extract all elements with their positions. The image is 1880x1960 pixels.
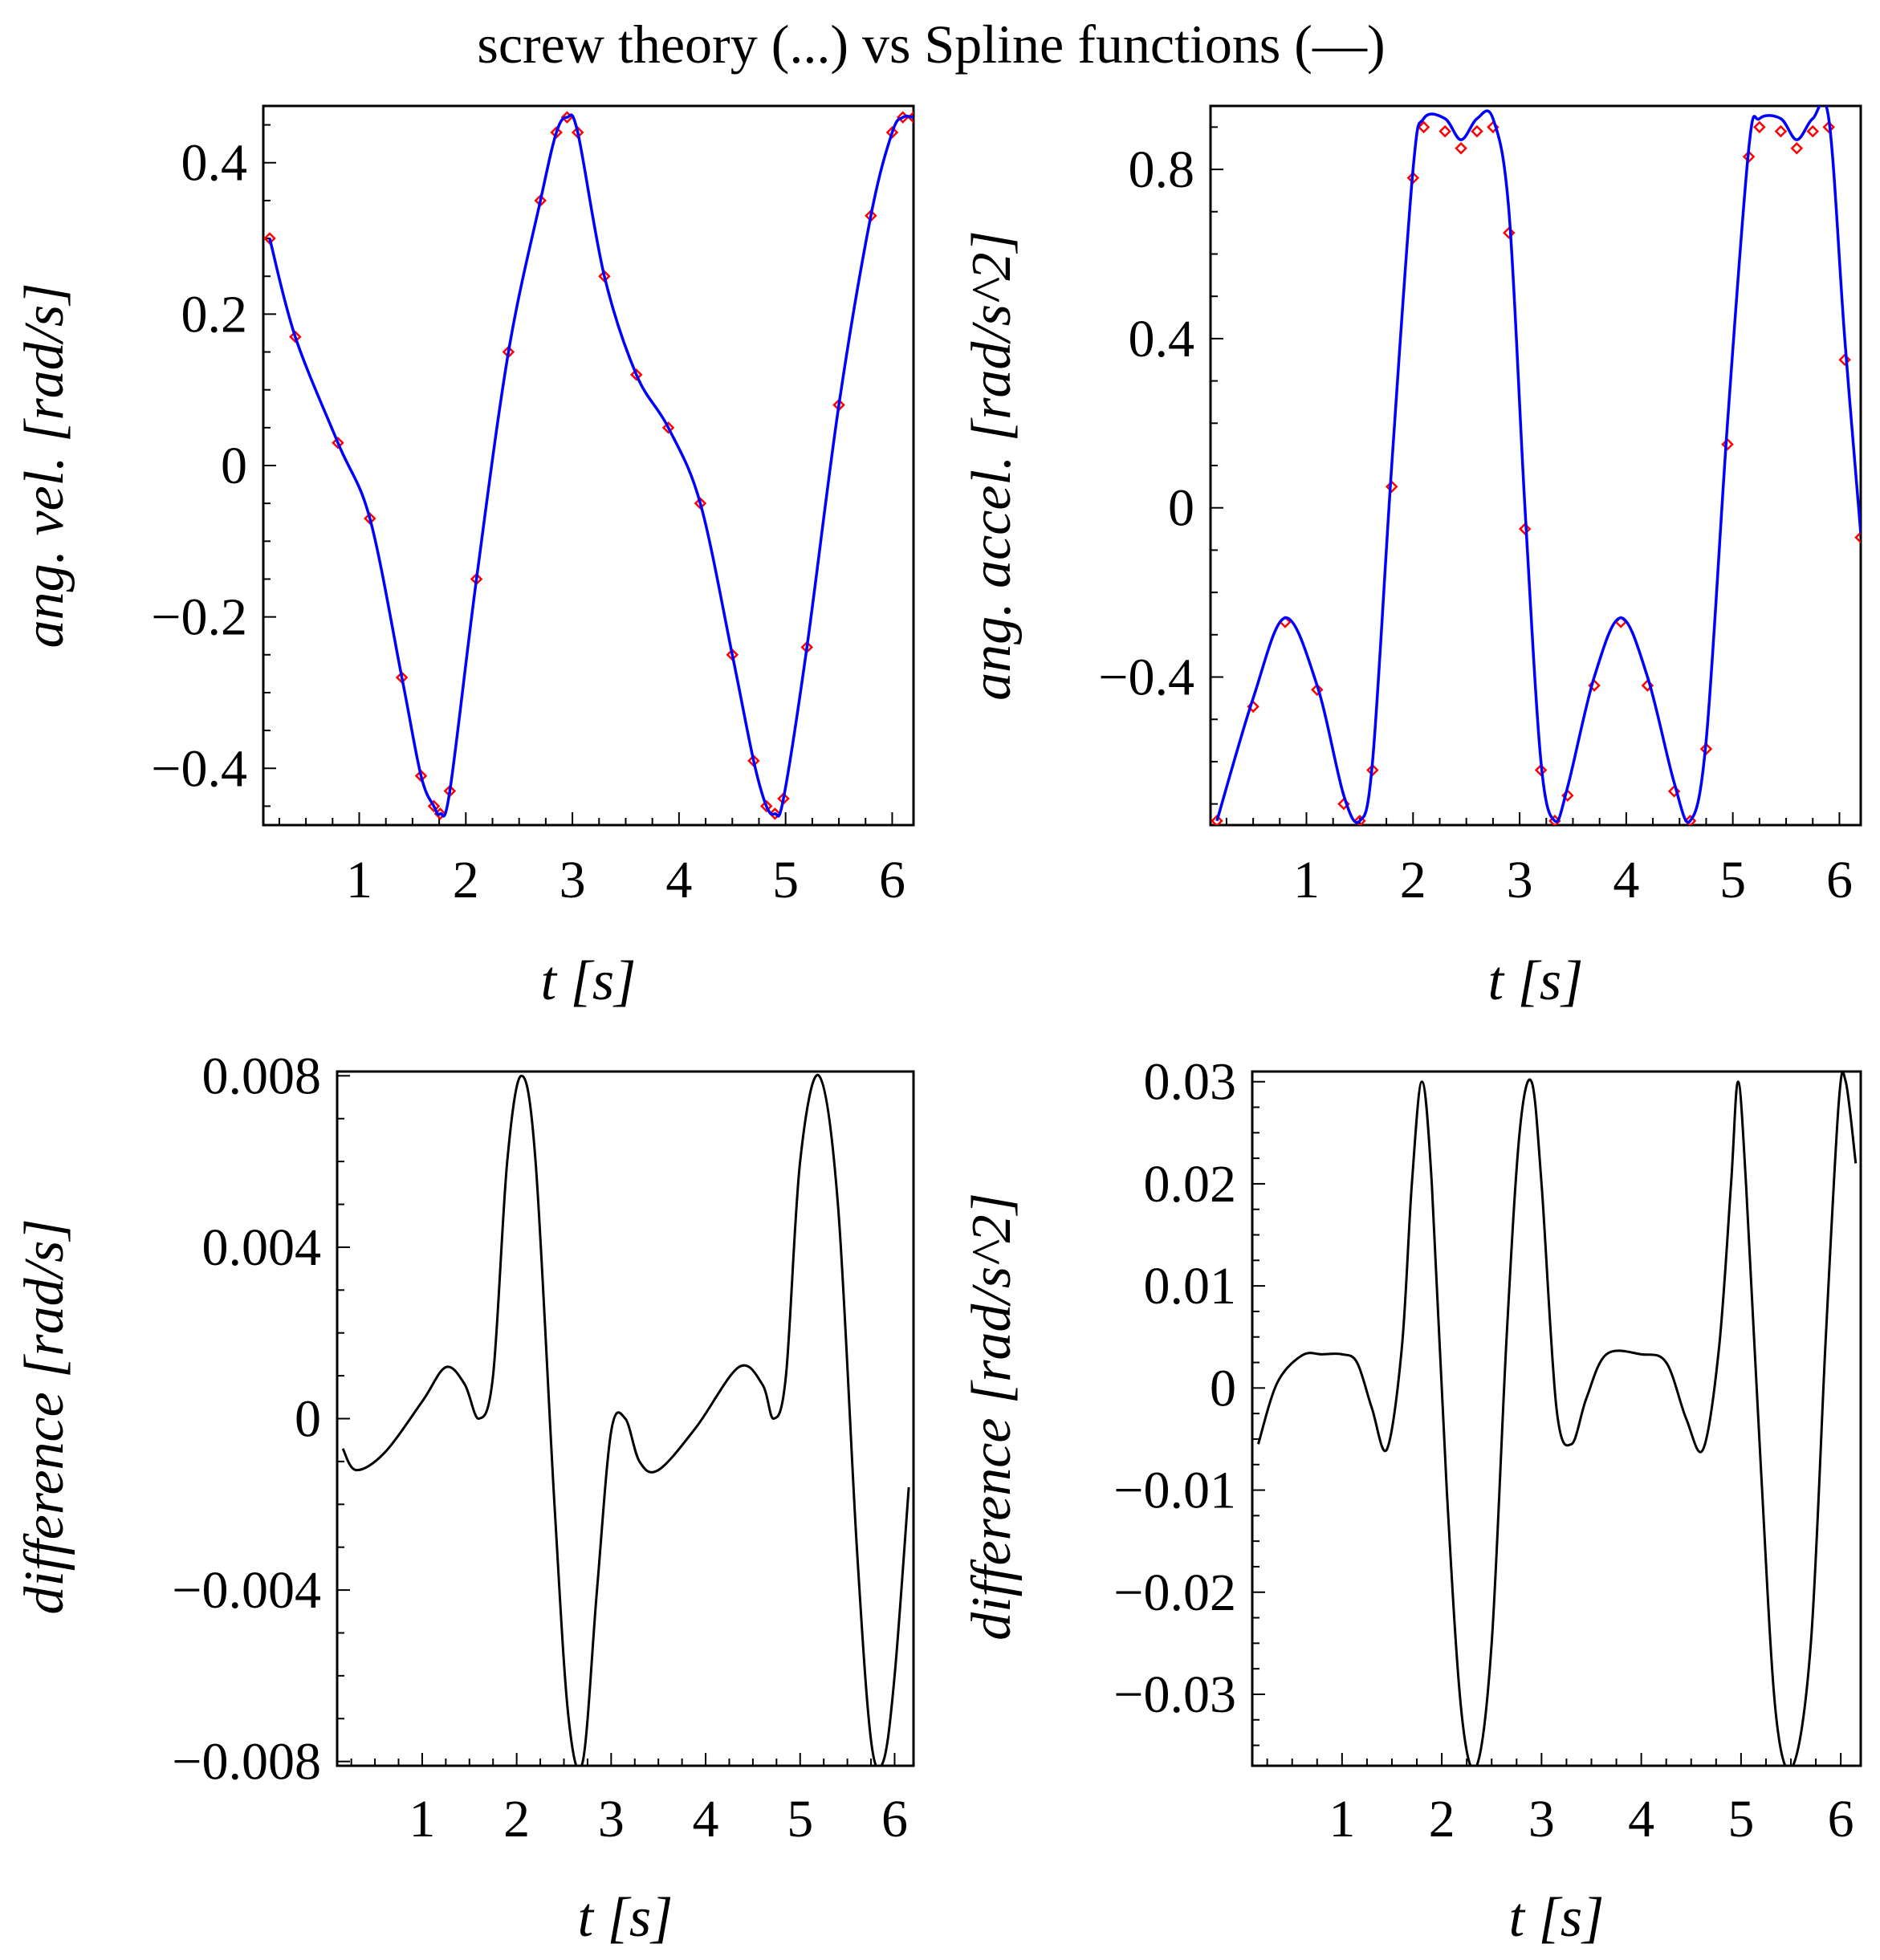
data-point — [1790, 141, 1804, 155]
y-tick-label: 0 — [221, 437, 247, 495]
x-tick-label: 1 — [409, 1790, 435, 1848]
y-tick-label: 0.01 — [1144, 1257, 1237, 1315]
data-point — [1455, 141, 1467, 155]
y-tick-label: −0.03 — [1113, 1665, 1236, 1724]
x-tick-label: 2 — [1429, 1790, 1455, 1848]
data-point — [1822, 120, 1835, 134]
y-tick-label: 0 — [1210, 1359, 1236, 1417]
y-tick-label: 0.008 — [202, 1047, 322, 1105]
panel-angular-acceleration: 1 2 3 4 5 6 0.8 0.4 0 −0.4 t [s] ang. accel. [rad/s… — [961, 104, 1862, 1012]
data-point — [1806, 124, 1820, 138]
series-group — [1211, 106, 1861, 825]
data-point — [1721, 437, 1734, 451]
data-point — [1774, 124, 1788, 138]
data-point — [289, 330, 302, 344]
panel-difference-velocity: 1 2 3 4 5 6 0.008 0.004 0 −0.004 −0.008 t [s] differ… — [14, 1047, 915, 1949]
x-tick-label: 2 — [1400, 851, 1426, 909]
x-tick-label: 6 — [879, 851, 905, 909]
x-tick-label: 3 — [1507, 851, 1533, 909]
x-axis-label: t [s] — [578, 1887, 673, 1949]
y-axis-label: ang. accel. [rad/s^2] — [961, 230, 1023, 701]
x-tick-label: 6 — [1826, 851, 1853, 909]
data-point — [759, 799, 773, 813]
data-point — [629, 368, 643, 381]
plot-frame — [262, 104, 915, 827]
data-point — [1503, 226, 1516, 239]
x-tick-label: 4 — [693, 1790, 719, 1848]
y-tick-label: 0.004 — [202, 1218, 322, 1277]
y-tick-label: −0.02 — [1113, 1564, 1236, 1622]
data-point — [1854, 531, 1861, 544]
x-axis-label: t [s] — [1488, 950, 1584, 1012]
x-tick-label: 1 — [346, 851, 372, 909]
x-tick-label: 4 — [1628, 1790, 1654, 1848]
series-group — [1257, 1071, 1858, 1766]
data-point — [1211, 814, 1223, 825]
series-difference-line — [1257, 1071, 1858, 1766]
data-point — [1438, 124, 1451, 138]
x-axis-label: t [s] — [541, 950, 637, 1012]
x-axis-label: t [s] — [1509, 1887, 1605, 1949]
series-screw-theory — [263, 111, 914, 820]
plot-frame — [1209, 104, 1862, 827]
y-tick-label: −0.01 — [1113, 1462, 1236, 1520]
panel-difference-acceleration: 1 2 3 4 5 6 0.03 0.02 0.01 0 −0.01 −0.02 −0.03 t [s] d… — [961, 1053, 1862, 1949]
y-tick-label: 0 — [1168, 479, 1194, 538]
y-tick-label: 0 — [295, 1390, 321, 1449]
y-tick-label: 0.4 — [181, 134, 248, 193]
data-point — [661, 421, 675, 434]
y-tick-label: 0.2 — [181, 285, 248, 344]
data-point — [1518, 523, 1532, 535]
data-point — [332, 436, 344, 449]
data-point — [1471, 124, 1483, 138]
y-tick-label: −0.4 — [1098, 649, 1194, 707]
y-tick-label: 0.8 — [1129, 140, 1195, 199]
data-point — [1683, 814, 1697, 825]
series-group — [341, 1073, 910, 1766]
data-point — [1838, 353, 1851, 367]
panel-angular-velocity: 1 2 3 4 5 6 0.4 0.2 0 −0.2 −0.4 t [s] ang. vel. [rad… — [14, 104, 915, 1012]
y-tick-label: −0.4 — [151, 739, 247, 798]
x-tick-label: 4 — [665, 851, 692, 909]
series-spline-line — [268, 113, 914, 818]
data-point — [885, 126, 899, 139]
x-tick-label: 5 — [772, 851, 799, 909]
y-axis-label: difference [rad/s^2] — [961, 1193, 1023, 1641]
data-point — [1753, 120, 1766, 134]
y-tick-label: −0.008 — [172, 1733, 321, 1791]
x-tick-label: 6 — [1828, 1790, 1854, 1848]
series-difference-line — [341, 1073, 910, 1766]
y-axis-label: difference [rad/s] — [14, 1218, 75, 1614]
x-tick-label: 5 — [1719, 851, 1746, 909]
series-spline-line — [1215, 106, 1861, 824]
figure-title: screw theory (...) vs Spline functions (… — [477, 14, 1385, 75]
x-tick-label: 5 — [787, 1790, 813, 1848]
data-point — [1417, 120, 1430, 134]
x-tick-label: 4 — [1613, 851, 1639, 909]
y-tick-label: 0.02 — [1144, 1155, 1237, 1214]
plot-frame — [1251, 1070, 1862, 1767]
y-tick-label: 0.03 — [1144, 1053, 1237, 1112]
data-point — [1385, 480, 1398, 494]
x-tick-label: 2 — [503, 1790, 530, 1848]
x-tick-label: 5 — [1727, 1790, 1754, 1848]
y-tick-label: −0.004 — [172, 1561, 321, 1620]
data-point — [1311, 683, 1324, 697]
y-axis-label: ang. vel. [rad/s] — [14, 283, 75, 649]
data-point — [768, 807, 782, 820]
y-tick-label: 0.4 — [1129, 310, 1195, 368]
series-group — [263, 111, 914, 820]
x-tick-label: 1 — [1329, 1790, 1355, 1848]
data-point — [427, 799, 441, 813]
x-tick-label: 2 — [453, 851, 479, 909]
x-tick-label: 3 — [1528, 1790, 1555, 1848]
x-tick-label: 1 — [1293, 851, 1320, 909]
x-tick-label: 3 — [560, 851, 586, 909]
x-tick-label: 3 — [598, 1790, 625, 1848]
x-tick-label: 6 — [881, 1790, 908, 1848]
y-tick-label: −0.2 — [151, 588, 247, 647]
